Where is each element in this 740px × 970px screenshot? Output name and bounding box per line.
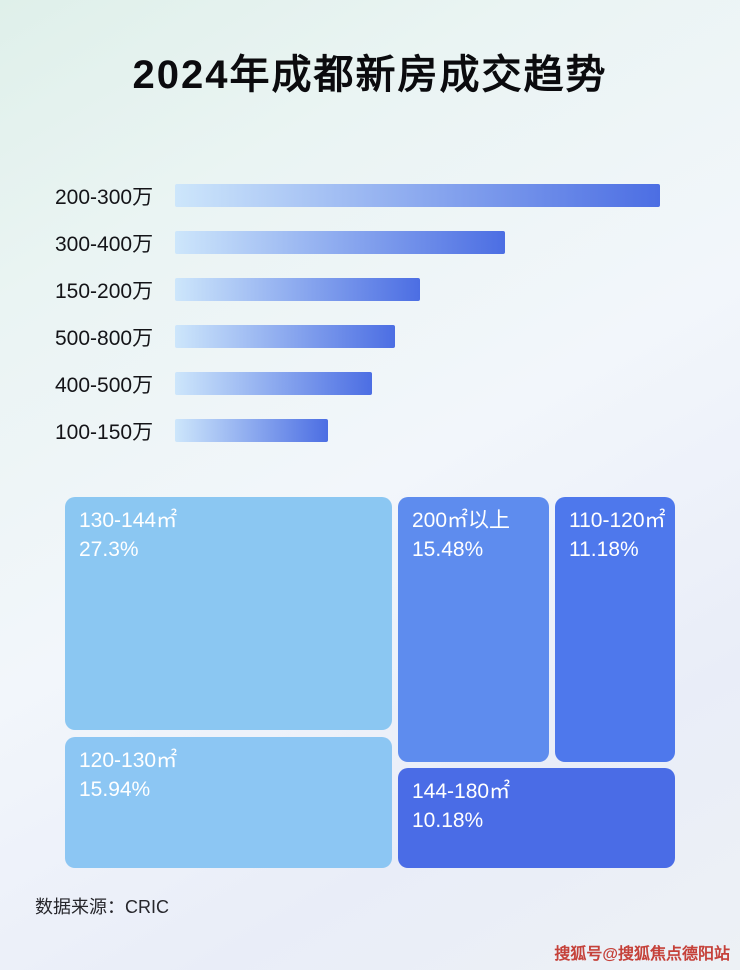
treemap-tile-200-plus: 200㎡以上 15.48%: [398, 497, 549, 762]
treemap-tile-value: 15.48%: [412, 538, 484, 562]
treemap-tile-value: 11.18%: [569, 538, 639, 562]
bar: [175, 325, 396, 348]
treemap-tile-110-120: 110-120㎡ 11.18%: [555, 497, 675, 762]
bar-track: [175, 231, 660, 254]
treemap-tile-120-130: 120-130㎡ 15.94%: [65, 737, 392, 868]
bar-track: [175, 325, 660, 348]
treemap-tile-label: 110-120㎡: [569, 509, 666, 532]
bar-category-label: 200-300万: [55, 185, 154, 209]
bar-category-label: 150-200万: [55, 279, 154, 303]
bar-category-label: 300-400万: [55, 232, 154, 256]
bar-track: [175, 278, 660, 301]
bar-chart: 200-300万 300-400万 150-200万 500-800万 400-500万…: [55, 172, 705, 454]
bar-row: 400-500万: [55, 360, 705, 407]
treemap-tile-130-144: 130-144㎡ 27.3%: [65, 497, 392, 730]
treemap-tile-label: 120-130㎡: [79, 749, 178, 772]
data-source-label: 数据来源：CRIC: [35, 897, 169, 917]
bar-category-label: 100-150万: [55, 420, 154, 444]
bar-track: [175, 184, 660, 207]
watermark-text: 搜狐号@搜狐焦点德阳站: [554, 946, 730, 963]
treemap-tile-144-180: 144-180㎡ 10.18%: [398, 768, 675, 868]
bar: [175, 184, 660, 207]
treemap-tile-value: 15.94%: [79, 778, 151, 802]
bar-row: 150-200万: [55, 266, 705, 313]
treemap-tile-label: 144-180㎡: [412, 780, 511, 803]
bar-category-label: 500-800万: [55, 326, 154, 350]
bar-row: 200-300万: [55, 172, 705, 219]
treemap: 130-144㎡ 27.3% 200㎡以上 15.48% 110-120㎡ 11…: [65, 497, 675, 868]
bar-row: 300-400万: [55, 219, 705, 266]
treemap-tile-value: 10.18%: [412, 809, 484, 833]
bar-category-label: 400-500万: [55, 373, 154, 397]
bar: [175, 419, 328, 442]
bar-track: [175, 419, 660, 442]
treemap-tile-value: 27.3%: [79, 538, 139, 562]
bar-track: [175, 372, 660, 395]
bar-row: 100-150万: [55, 407, 705, 454]
treemap-tile-label: 130-144㎡: [79, 509, 178, 532]
treemap-tile-label: 200㎡以上: [412, 509, 511, 532]
page-title: 2024年成都新房成交趋势: [132, 53, 608, 97]
bar-row: 500-800万: [55, 313, 705, 360]
bar: [175, 231, 505, 254]
bar: [175, 278, 420, 301]
bar: [175, 372, 372, 395]
